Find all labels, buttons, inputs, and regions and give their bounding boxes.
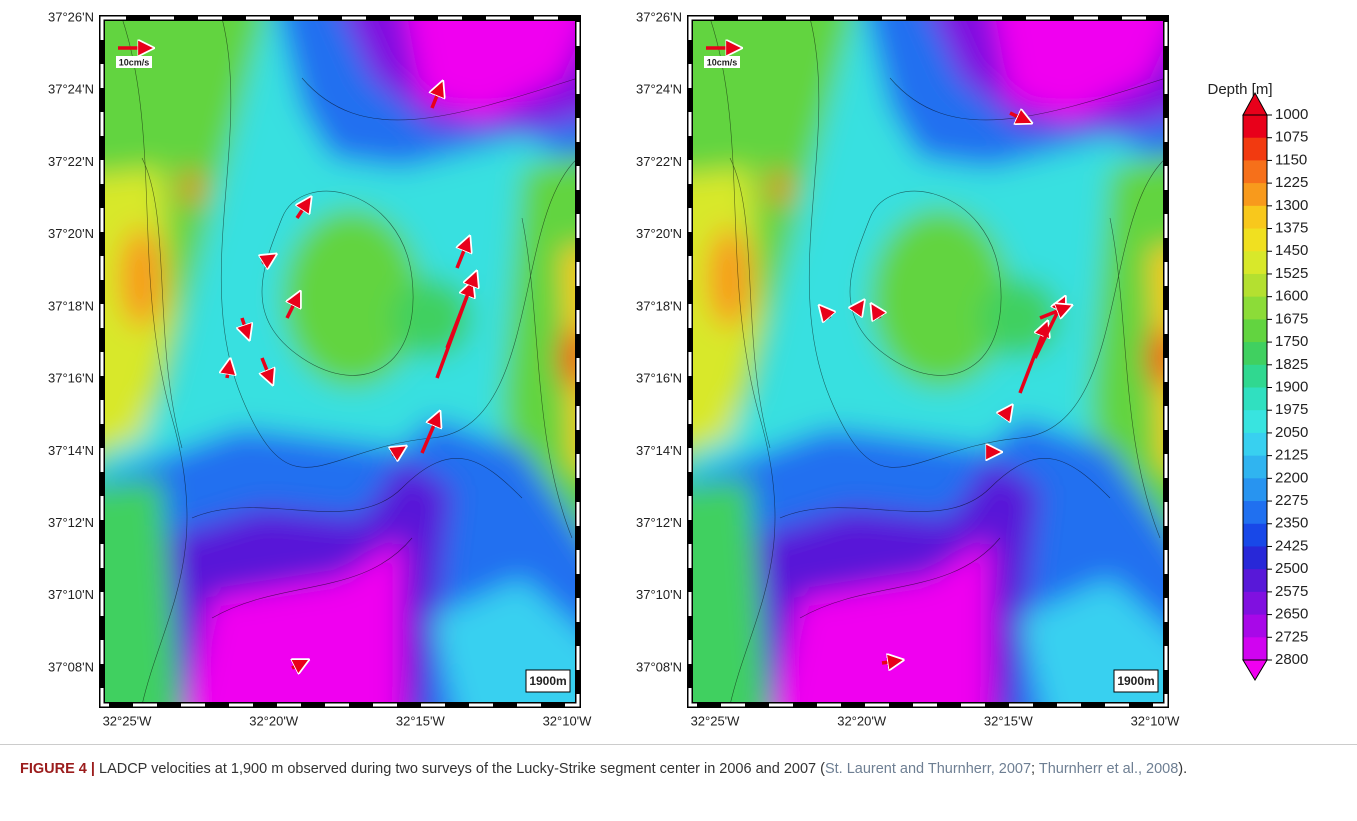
latitude-label: 37°08'N xyxy=(636,659,682,674)
caption-text: ). xyxy=(1178,761,1188,777)
colorbar-tick-label: 1375 xyxy=(1275,220,1308,237)
colorbar-band xyxy=(1243,455,1267,479)
colorbar-tick-label: 2050 xyxy=(1275,424,1308,441)
latitude-label: 37°14'N xyxy=(48,443,94,458)
colorbar-band xyxy=(1243,251,1267,275)
caption: FIGURE 4 | LADCP velocities at 1,900 m o… xyxy=(20,761,1188,777)
longitude-label: 32°25'W xyxy=(691,713,741,728)
colorbar-tick-label: 1525 xyxy=(1275,265,1308,282)
colorbar-band xyxy=(1243,137,1267,161)
colorbar-band xyxy=(1243,637,1267,661)
latitude-label: 37°14'N xyxy=(636,443,682,458)
colorbar-tick-label: 2125 xyxy=(1275,447,1308,464)
scale-label: 10cm/s xyxy=(707,57,738,67)
colorbar-band xyxy=(1243,591,1267,616)
colorbar-tick-label: 1600 xyxy=(1275,288,1308,305)
colorbar-band xyxy=(1243,364,1267,388)
colorbar-tick-label: 1900 xyxy=(1275,378,1308,395)
colorbar-tick-label: 1150 xyxy=(1275,151,1307,168)
colorbar-tick-label: 2650 xyxy=(1275,606,1308,623)
colorbar-tick-label: 1750 xyxy=(1275,333,1308,350)
colorbar-band xyxy=(1243,296,1267,320)
colorbar-tick-label: 2500 xyxy=(1275,560,1308,577)
colorbar-band xyxy=(1243,432,1267,457)
latitude-label: 37°10'N xyxy=(48,587,94,602)
colorbar: 1000 1075 1150 1225 1300 1375 1450 1525 1600 1675… xyxy=(1242,91,1308,681)
colorbar-cap xyxy=(1242,659,1268,681)
reference[interactable]: Thurnherr et al., 2008 xyxy=(1038,761,1179,777)
colorbar-tick-label: 1825 xyxy=(1275,356,1308,373)
latitude-label: 37°22'N xyxy=(48,154,94,169)
latitude-label: 37°20'N xyxy=(48,226,94,241)
colorbar-band xyxy=(1243,319,1267,343)
longitude-label: 32°10'W xyxy=(1131,713,1181,728)
velocity-arrows xyxy=(824,113,1065,663)
longitude-label: 32°20'W xyxy=(249,713,299,728)
latitude-label: 37°12'N xyxy=(636,515,682,530)
latitude-label: 37°12'N xyxy=(48,515,94,530)
latitude-label: 37°24'N xyxy=(48,82,94,97)
reference[interactable]: St. Laurent and Thurnherr, 2007 xyxy=(824,761,1032,777)
latitude-label: 37°18'N xyxy=(48,298,94,313)
caption-divider xyxy=(0,744,1357,821)
colorbar-tick-label: 2800 xyxy=(1275,651,1308,668)
colorbar-band xyxy=(1243,273,1267,298)
colorbar-band xyxy=(1243,160,1267,184)
colorbar-band xyxy=(1243,410,1267,434)
figure-label: FIGURE 4 | xyxy=(20,761,95,777)
colorbar-band xyxy=(1243,523,1267,547)
longitude-label: 32°10'W xyxy=(543,713,593,728)
longitude-label: 32°15'W xyxy=(984,713,1034,728)
colorbar-tick-label: 2425 xyxy=(1275,537,1308,554)
colorbar-tick-label: 1075 xyxy=(1275,129,1308,146)
colorbar-tick-label: 1450 xyxy=(1275,242,1308,259)
longitude-label: 32°20'W xyxy=(837,713,887,728)
colorbar-band xyxy=(1243,115,1267,139)
latitude-label: 37°20'N xyxy=(636,226,682,241)
colorbar-band xyxy=(1243,478,1267,502)
colorbar-tick-label: 2200 xyxy=(1275,469,1308,486)
caption-text: LADCP velocities at 1,900 m observed dur… xyxy=(99,761,825,777)
colorbar-tick-label: 2350 xyxy=(1275,515,1308,532)
colorbar-tick-label: 1675 xyxy=(1275,310,1308,327)
latitude-label: 37°26'N xyxy=(48,9,94,24)
figure: 10cm/s 1900m 37°26'N 37°24'N 37°22'N 37°20'… xyxy=(48,0,1308,744)
depth-label: 1900m xyxy=(1117,674,1154,688)
latitude-label: 37°26'N xyxy=(636,9,682,24)
colorbar-band xyxy=(1243,501,1267,525)
colorbar-tick-label: 1225 xyxy=(1275,174,1308,191)
velocity-arrows xyxy=(227,88,474,668)
colorbar-tick-label: 2725 xyxy=(1275,628,1308,645)
scale-label: 10cm/s xyxy=(119,57,150,67)
colorbar-tick-label: 1975 xyxy=(1275,401,1308,418)
latitude-label: 37°16'N xyxy=(48,371,94,386)
colorbar-band xyxy=(1243,546,1267,570)
colorbar-tick-label: 1000 xyxy=(1275,106,1308,123)
latitude-label: 37°10'N xyxy=(636,587,682,602)
longitude-label: 32°25'W xyxy=(103,713,153,728)
colorbar-title: Depth [m] xyxy=(1207,81,1272,98)
map-panel: 10cm/s 1900m 37°26'N 37°24'N 37°22'N 37°20'… xyxy=(636,0,1200,738)
colorbar-tick-label: 2575 xyxy=(1275,583,1308,600)
colorbar-band xyxy=(1243,183,1267,207)
colorbar-tick-label: 1300 xyxy=(1275,197,1308,214)
colorbar-band xyxy=(1243,614,1267,638)
latitude-label: 37°18'N xyxy=(636,298,682,313)
longitude-label: 32°15'W xyxy=(396,713,446,728)
latitude-label: 37°08'N xyxy=(48,659,94,674)
colorbar-band xyxy=(1243,387,1267,411)
colorbar-band xyxy=(1243,228,1267,252)
colorbar-band xyxy=(1243,342,1267,366)
colorbar-band xyxy=(1243,569,1267,593)
colorbar-tick-label: 2275 xyxy=(1275,492,1308,509)
map-panel: 10cm/s 1900m 37°26'N 37°24'N 37°22'N 37°20'… xyxy=(48,0,612,738)
colorbar-band xyxy=(1243,205,1267,230)
latitude-label: 37°24'N xyxy=(636,82,682,97)
depth-label: 1900m xyxy=(529,674,566,688)
latitude-label: 37°22'N xyxy=(636,154,682,169)
latitude-label: 37°16'N xyxy=(636,371,682,386)
